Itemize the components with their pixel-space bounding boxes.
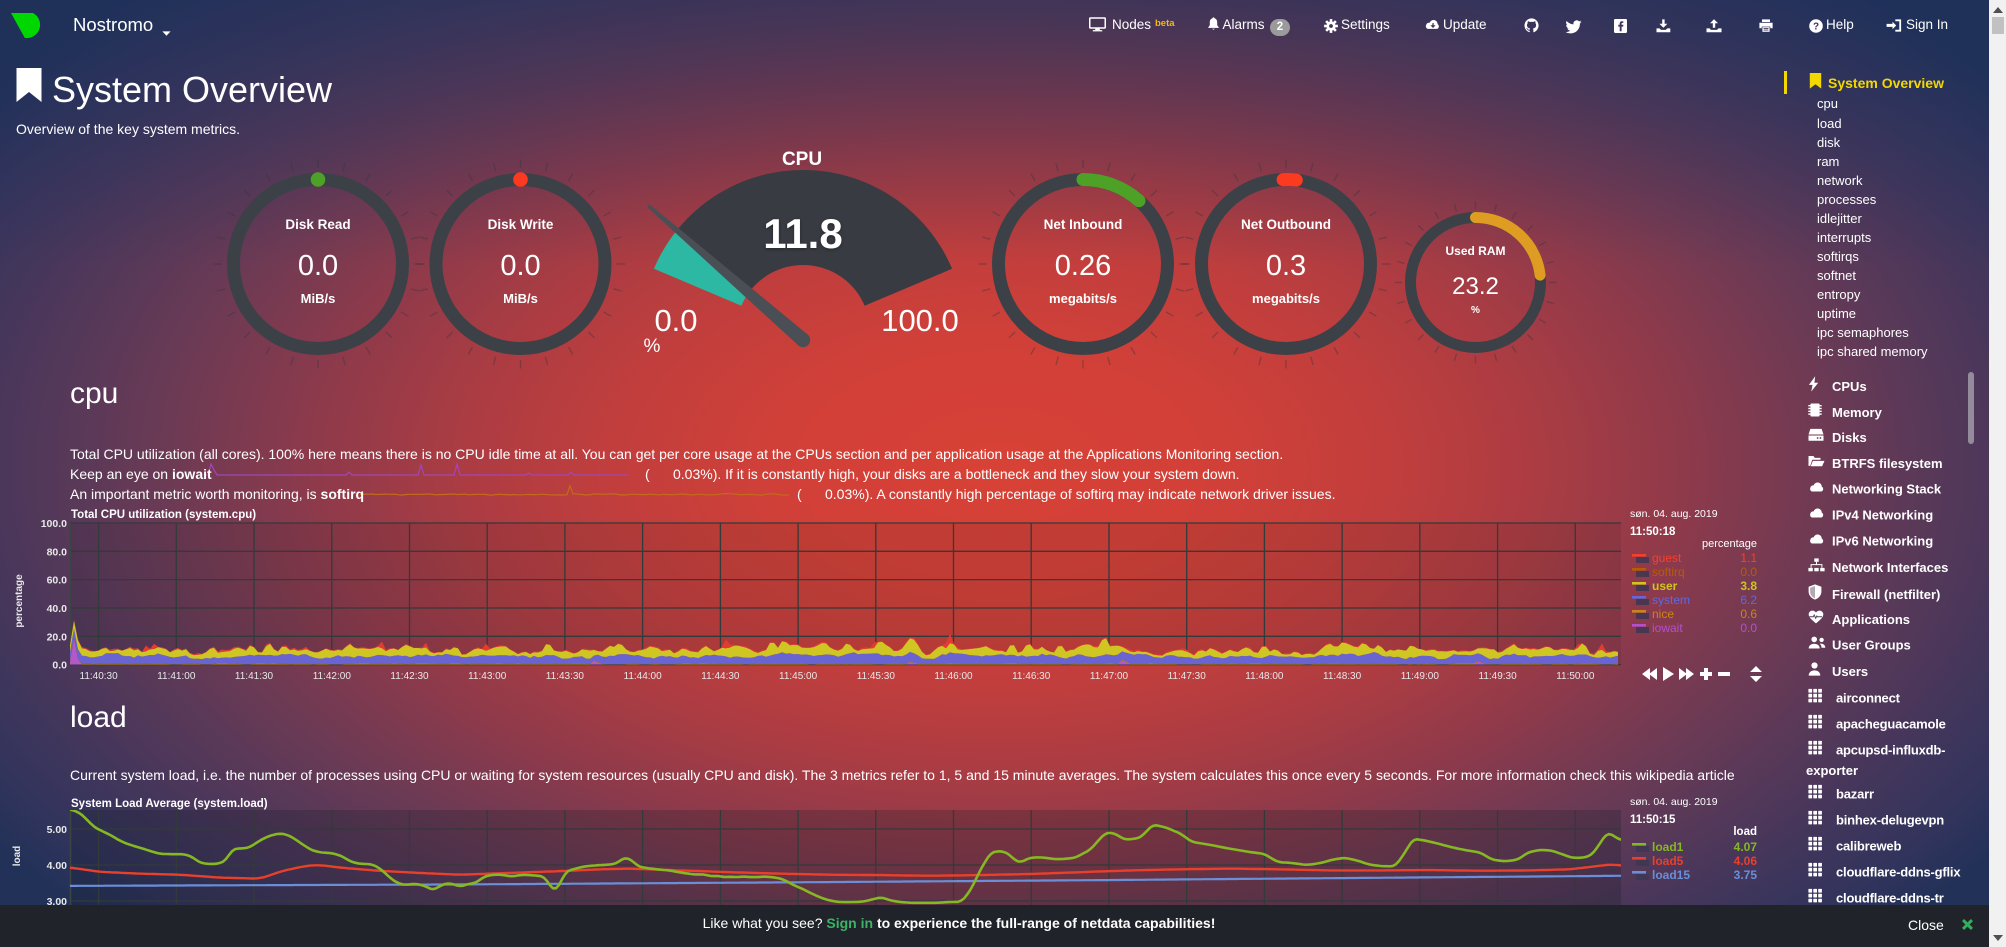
svg-text:11:42:30: 11:42:30 <box>390 671 429 682</box>
svg-text:4.00: 4.00 <box>47 860 68 872</box>
svg-text:0.0: 0.0 <box>1740 565 1757 579</box>
svg-text:11:43:00: 11:43:00 <box>468 671 507 682</box>
svg-text:3.75: 3.75 <box>1734 868 1758 882</box>
svg-text:1.1: 1.1 <box>1740 551 1757 565</box>
svg-text:11:47:00: 11:47:00 <box>1090 671 1129 682</box>
svg-text:load5: load5 <box>1652 854 1684 868</box>
svg-text:11:49:00: 11:49:00 <box>1401 671 1440 682</box>
svg-text:percentage: percentage <box>1702 538 1757 550</box>
svg-text:softirq: softirq <box>1652 565 1685 579</box>
svg-text:11:40:30: 11:40:30 <box>80 671 119 682</box>
svg-text:11:50:15: 11:50:15 <box>1630 814 1676 826</box>
svg-text:System Load Average (system.lo: System Load Average (system.load) <box>71 798 268 810</box>
svg-text:11:47:30: 11:47:30 <box>1168 671 1207 682</box>
svg-text:11:46:30: 11:46:30 <box>1012 671 1051 682</box>
svg-text:load: load <box>12 846 23 867</box>
svg-text:11:45:30: 11:45:30 <box>857 671 896 682</box>
svg-text:11:50:18: 11:50:18 <box>1630 526 1676 538</box>
svg-text:11:48:30: 11:48:30 <box>1323 671 1362 682</box>
svg-text:80.0: 80.0 <box>47 546 68 558</box>
svg-text:40.0: 40.0 <box>47 603 68 615</box>
svg-text:system: system <box>1652 593 1690 607</box>
svg-text:søn. 04. aug. 2019: søn. 04. aug. 2019 <box>1630 508 1718 520</box>
svg-text:user: user <box>1652 579 1678 593</box>
svg-text:5.00: 5.00 <box>47 824 68 836</box>
svg-text:11:45:00: 11:45:00 <box>779 671 818 682</box>
svg-text:4.06: 4.06 <box>1734 854 1758 868</box>
svg-text:0.0: 0.0 <box>1740 621 1757 635</box>
svg-text:0.6: 0.6 <box>1740 607 1757 621</box>
svg-text:iowait: iowait <box>1652 621 1683 635</box>
svg-text:Total CPU utilization (system.: Total CPU utilization (system.cpu) <box>71 509 256 521</box>
svg-text:load1: load1 <box>1652 840 1684 854</box>
svg-text:load: load <box>1733 826 1757 838</box>
svg-text:11:44:30: 11:44:30 <box>701 671 740 682</box>
svg-text:6.2: 6.2 <box>1740 593 1757 607</box>
svg-text:nice: nice <box>1652 607 1674 621</box>
svg-text:11:50:00: 11:50:00 <box>1556 671 1595 682</box>
svg-text:11:46:00: 11:46:00 <box>934 671 973 682</box>
svg-text:3.8: 3.8 <box>1740 579 1757 593</box>
svg-text:percentage: percentage <box>14 574 25 628</box>
svg-text:11:49:30: 11:49:30 <box>1479 671 1518 682</box>
svg-text:11:41:00: 11:41:00 <box>157 671 196 682</box>
svg-text:11:43:30: 11:43:30 <box>546 671 585 682</box>
svg-text:0.0: 0.0 <box>52 660 67 672</box>
svg-text:guest: guest <box>1652 551 1682 565</box>
svg-text:20.0: 20.0 <box>47 631 68 643</box>
svg-text:100.0: 100.0 <box>41 518 67 530</box>
svg-text:11:41:30: 11:41:30 <box>235 671 274 682</box>
svg-text:60.0: 60.0 <box>47 575 68 587</box>
svg-text:load15: load15 <box>1652 868 1690 882</box>
svg-text:11:42:00: 11:42:00 <box>313 671 352 682</box>
svg-text:11:48:00: 11:48:00 <box>1245 671 1284 682</box>
svg-text:?: ? <box>1813 21 1819 32</box>
svg-text:søn. 04. aug. 2019: søn. 04. aug. 2019 <box>1630 796 1718 808</box>
svg-text:11:44:00: 11:44:00 <box>624 671 663 682</box>
svg-text:4.07: 4.07 <box>1734 840 1758 854</box>
